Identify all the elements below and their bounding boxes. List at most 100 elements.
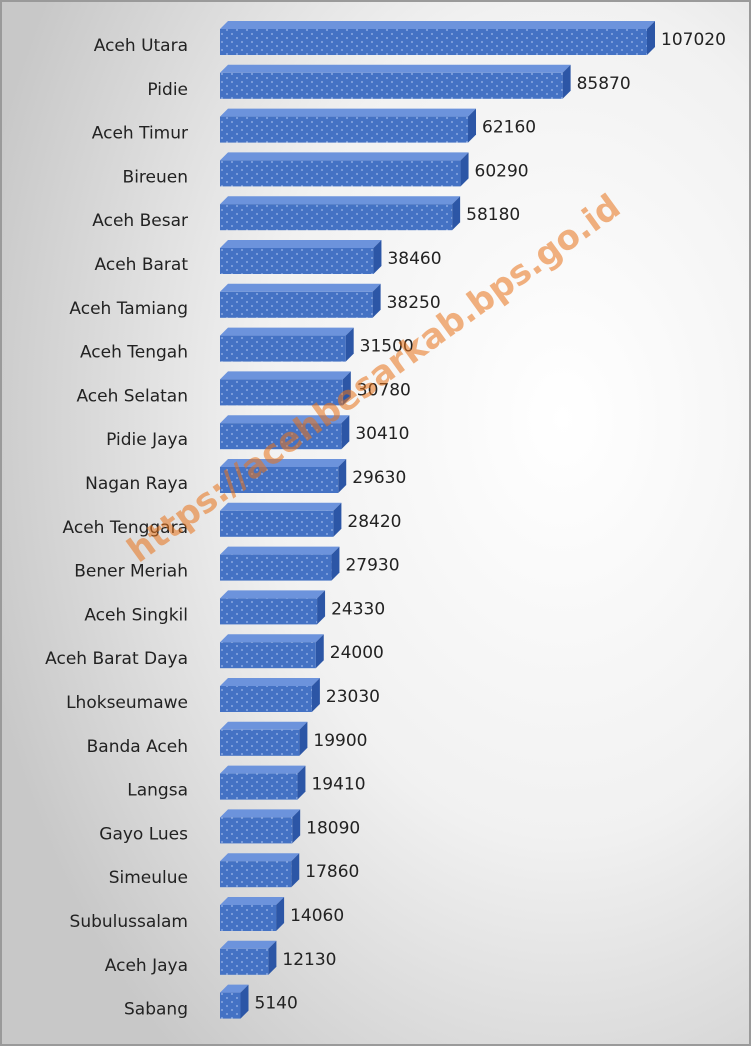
bar [220,554,332,581]
data-label: 24330 [331,599,385,619]
bar-side [299,721,308,756]
bar-side [268,940,277,975]
bar-side [372,283,381,318]
bar-top [220,809,301,818]
y-tick-label: Aceh Tamiang [69,299,188,319]
bar [220,948,269,975]
data-label: 58180 [466,205,520,225]
bar-side [338,459,347,493]
y-tick-label: Aceh Timur [92,124,188,144]
bar-side [315,634,324,669]
bar [220,204,453,231]
bar [220,291,373,318]
bar-top [220,590,326,599]
bar [220,905,277,931]
bar-top [220,240,382,248]
bar [220,423,342,450]
bar-side [276,897,285,931]
y-tick-label: Nagan Raya [85,474,188,494]
data-label: 19410 [311,775,365,795]
y-tick-label: Sabang [124,1000,188,1020]
bar-top [220,415,350,424]
y-tick-label: Pidie [147,80,188,100]
data-label: 19900 [313,731,367,751]
y-tick-label: Pidie Jaya [106,430,188,450]
data-label: 60290 [475,161,529,181]
data-label: 18090 [306,818,360,838]
data-label: 30410 [355,424,409,444]
bar [220,992,241,1019]
bar-top [220,371,351,380]
data-label: 17860 [305,862,359,882]
data-label: 30780 [357,380,411,400]
bar-side [297,765,306,800]
bar [220,467,339,493]
bar-side [562,64,571,99]
bar [220,861,292,888]
y-tick-label: Bener Meriah [74,562,188,582]
bar-side [317,590,326,625]
bar-side [373,240,382,274]
data-label: 29630 [352,468,406,488]
y-tick-label: Aceh Selatan [76,386,188,406]
y-tick-label: Bireuen [123,167,188,187]
bar [220,686,312,712]
bar [220,817,293,844]
bar-side [460,152,469,187]
bar [220,116,469,143]
bar-top [220,984,249,993]
bar [220,510,334,537]
data-label: 24000 [330,643,384,663]
bar-top [220,634,324,643]
bar-top [220,765,306,774]
bar [220,248,374,274]
bar [220,379,343,406]
bar [220,729,300,756]
bar-side [292,809,301,844]
y-tick-label: Aceh Barat [95,255,189,275]
bar-side [311,678,320,712]
bar-top [220,283,381,292]
data-label: 27930 [345,556,399,576]
y-tick-label: Aceh Tengah [80,343,188,363]
data-label: 31500 [360,337,414,357]
bar-top [220,897,285,905]
bar [220,642,316,669]
bar-side [342,371,351,406]
data-label: 107020 [661,30,726,50]
bar-side [240,984,249,1019]
bar [220,72,563,99]
bar-side [452,196,461,231]
y-tick-label: Lhokseumawe [66,693,188,713]
data-label: 5140 [255,994,298,1014]
bar-top [220,459,347,467]
bar-top [220,21,655,29]
data-label: 85870 [577,74,631,94]
bar-top [220,853,300,862]
bar [220,773,298,800]
bar [220,29,647,55]
bar-top [220,152,469,161]
bar-side [341,415,350,450]
data-label: 23030 [326,687,380,707]
y-tick-label: Gayo Lues [99,824,188,844]
bar-top [220,502,342,511]
bar-top [220,940,277,949]
data-label: 62160 [482,118,536,138]
y-tick-label: Subulussalam [70,912,188,932]
bar-side [647,21,655,55]
bar [220,335,346,362]
bar [220,160,461,187]
data-label: 38250 [387,293,441,313]
bar-top [220,327,354,336]
y-tick-label: Simeulue [109,868,188,888]
bar-top [220,546,340,555]
bar-side [345,327,354,362]
bar-top [220,108,477,117]
bar-side [331,546,340,581]
data-label: 38460 [387,249,441,269]
bar-side [468,108,477,143]
data-label: 14060 [290,906,344,926]
